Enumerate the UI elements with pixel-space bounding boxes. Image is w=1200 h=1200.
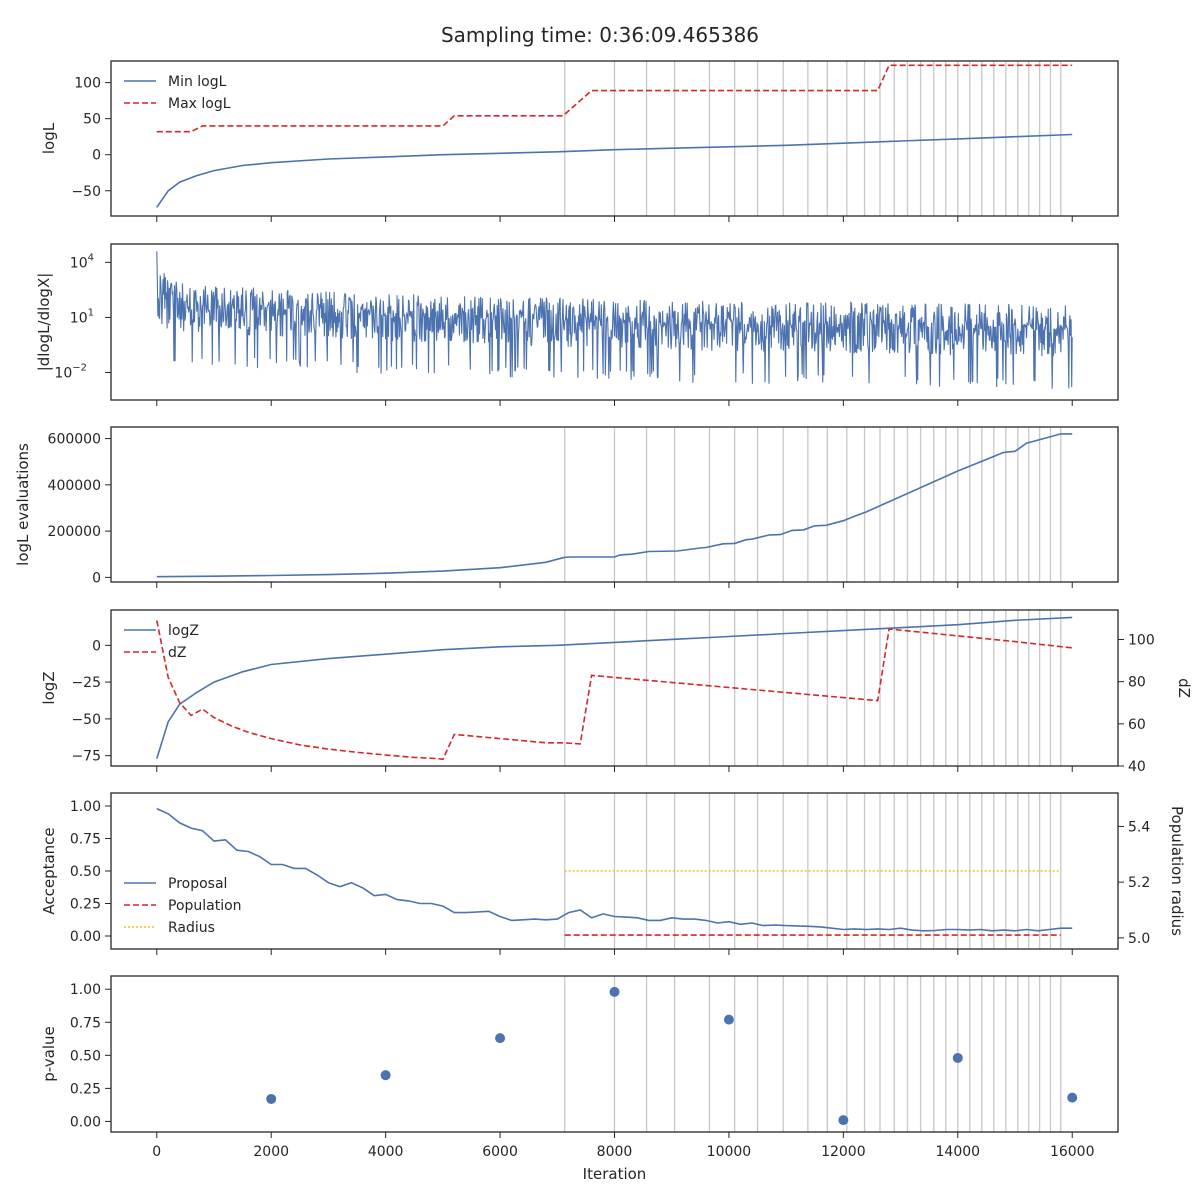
series-line-min-logl: [156, 133, 1073, 208]
legend-label: logZ: [168, 623, 199, 639]
y-tick-label: 104: [70, 252, 94, 271]
y-tick-label: 600000: [48, 432, 101, 448]
x-tick-label: 2000: [253, 1144, 289, 1160]
y-axis-label: |dlogL/dlogX|: [35, 273, 53, 372]
y2-axis-label: dZ: [1175, 678, 1193, 698]
y-tick-label: 101: [70, 307, 94, 326]
y-tick-label: 0.00: [70, 1114, 101, 1130]
y2-tick-label: 60: [1128, 717, 1146, 733]
y-tick-label: 1.00: [70, 982, 101, 998]
x-tick-label: 0: [152, 1144, 161, 1160]
y-axis-label: logZ: [40, 671, 58, 704]
scatter-point: [723, 1014, 734, 1025]
y-tick-label: 0.25: [70, 897, 101, 913]
x-tick-label: 4000: [368, 1144, 404, 1160]
x-axis-label: Iteration: [583, 1165, 647, 1183]
panels: −50 0 50 100 logL Min logL Max logL 10−2 101 104 |…: [14, 60, 1193, 1160]
y-tick-label: 100: [74, 76, 101, 92]
y-tick-label: 0.25: [70, 1081, 101, 1097]
panel-4: −75 −50 −25 0 40 60 80 100 logZ dZ logZ dZ: [40, 609, 1193, 775]
y-tick-label: 0.75: [70, 1015, 101, 1031]
panel-frame: [110, 426, 1119, 583]
y-axis-label: logL: [40, 122, 58, 154]
y2-tick-label: 5.2: [1128, 875, 1150, 891]
y-tick-label: −75: [71, 749, 101, 765]
series-line-max-logl: [156, 64, 1073, 133]
panel-6: 0 2000 4000 6000 8000 10000 12000 14000 16000 0.0…: [40, 975, 1119, 1160]
x-tick-label: 6000: [482, 1144, 518, 1160]
y-tick-label: −50: [71, 184, 101, 200]
y-tick-label: 400000: [48, 478, 101, 494]
scatter-point: [1067, 1092, 1078, 1103]
scatter-point: [952, 1052, 963, 1063]
derivative-series-line: [156, 251, 1073, 389]
panel-frame: [110, 60, 1119, 217]
y-tick-label: 0: [92, 570, 101, 586]
panel-frame: [110, 792, 1119, 950]
legend-label: dZ: [168, 645, 186, 661]
x-tick-label: 16000: [1050, 1144, 1095, 1160]
y-tick-label: 0.50: [70, 1048, 101, 1064]
x-tick-label: 14000: [936, 1144, 981, 1160]
series-line-logz: [156, 616, 1073, 759]
scatter-point: [838, 1115, 849, 1126]
y2-axis-label: Population radius: [1168, 806, 1186, 936]
legend-label: Population: [168, 898, 242, 914]
y-tick-label: 0: [92, 638, 101, 654]
y-tick-label: −50: [71, 712, 101, 728]
x-tick-label: 12000: [821, 1144, 866, 1160]
y-tick-label: 200000: [48, 524, 101, 540]
x-tick-label: 10000: [707, 1144, 752, 1160]
scatter-point: [495, 1033, 506, 1044]
figure-title: Sampling time: 0:36:09.465386: [441, 23, 759, 47]
series-line-proposal: [156, 807, 1073, 932]
y2-tick-label: 80: [1128, 675, 1146, 691]
y-axis-label: Acceptance: [40, 827, 58, 914]
panel-1: −50 0 50 100 logL Min logL Max logL: [40, 60, 1119, 222]
scatter-point: [609, 986, 620, 997]
scatter-point: [380, 1070, 391, 1081]
y-tick-label: 10−2: [54, 362, 87, 381]
y-tick-label: 0.00: [70, 929, 101, 945]
legend-label: Max logL: [168, 96, 231, 112]
y-tick-label: 0: [92, 148, 101, 164]
panel-2: 10−2 101 104 |dlogL/dlogX|: [35, 243, 1119, 406]
y-axis-label: logL evaluations: [14, 443, 32, 566]
panel-3: 0 200000 400000 600000 logL evaluations: [14, 426, 1119, 588]
panel-5: 0.00 0.25 0.50 0.75 1.00 5.0 5.2 5.4 Acceptance P…: [40, 792, 1186, 955]
y-tick-label: 0.75: [70, 832, 101, 848]
legend-label: Min logL: [168, 74, 227, 90]
series-line-dz: [156, 620, 1073, 761]
y-tick-label: −25: [71, 675, 101, 691]
y2-tick-label: 100: [1128, 633, 1155, 649]
y-axis-label: p-value: [40, 1026, 58, 1082]
y2-tick-label: 5.4: [1128, 819, 1150, 835]
series-line-main: [156, 433, 1073, 578]
legend-label: Radius: [168, 920, 215, 936]
y2-tick-label: 5.0: [1128, 931, 1150, 947]
x-tick-label: 8000: [597, 1144, 633, 1160]
y-tick-label: 50: [83, 112, 101, 128]
panel-frame: [110, 243, 1119, 401]
y-tick-label: 1.00: [70, 799, 101, 815]
panel-frame: [110, 975, 1119, 1133]
panel-frame: [110, 609, 1119, 767]
legend-label: Proposal: [168, 876, 227, 892]
scatter-point: [266, 1093, 277, 1104]
y2-tick-label: 40: [1128, 759, 1146, 775]
y-tick-label: 0.50: [70, 864, 101, 880]
